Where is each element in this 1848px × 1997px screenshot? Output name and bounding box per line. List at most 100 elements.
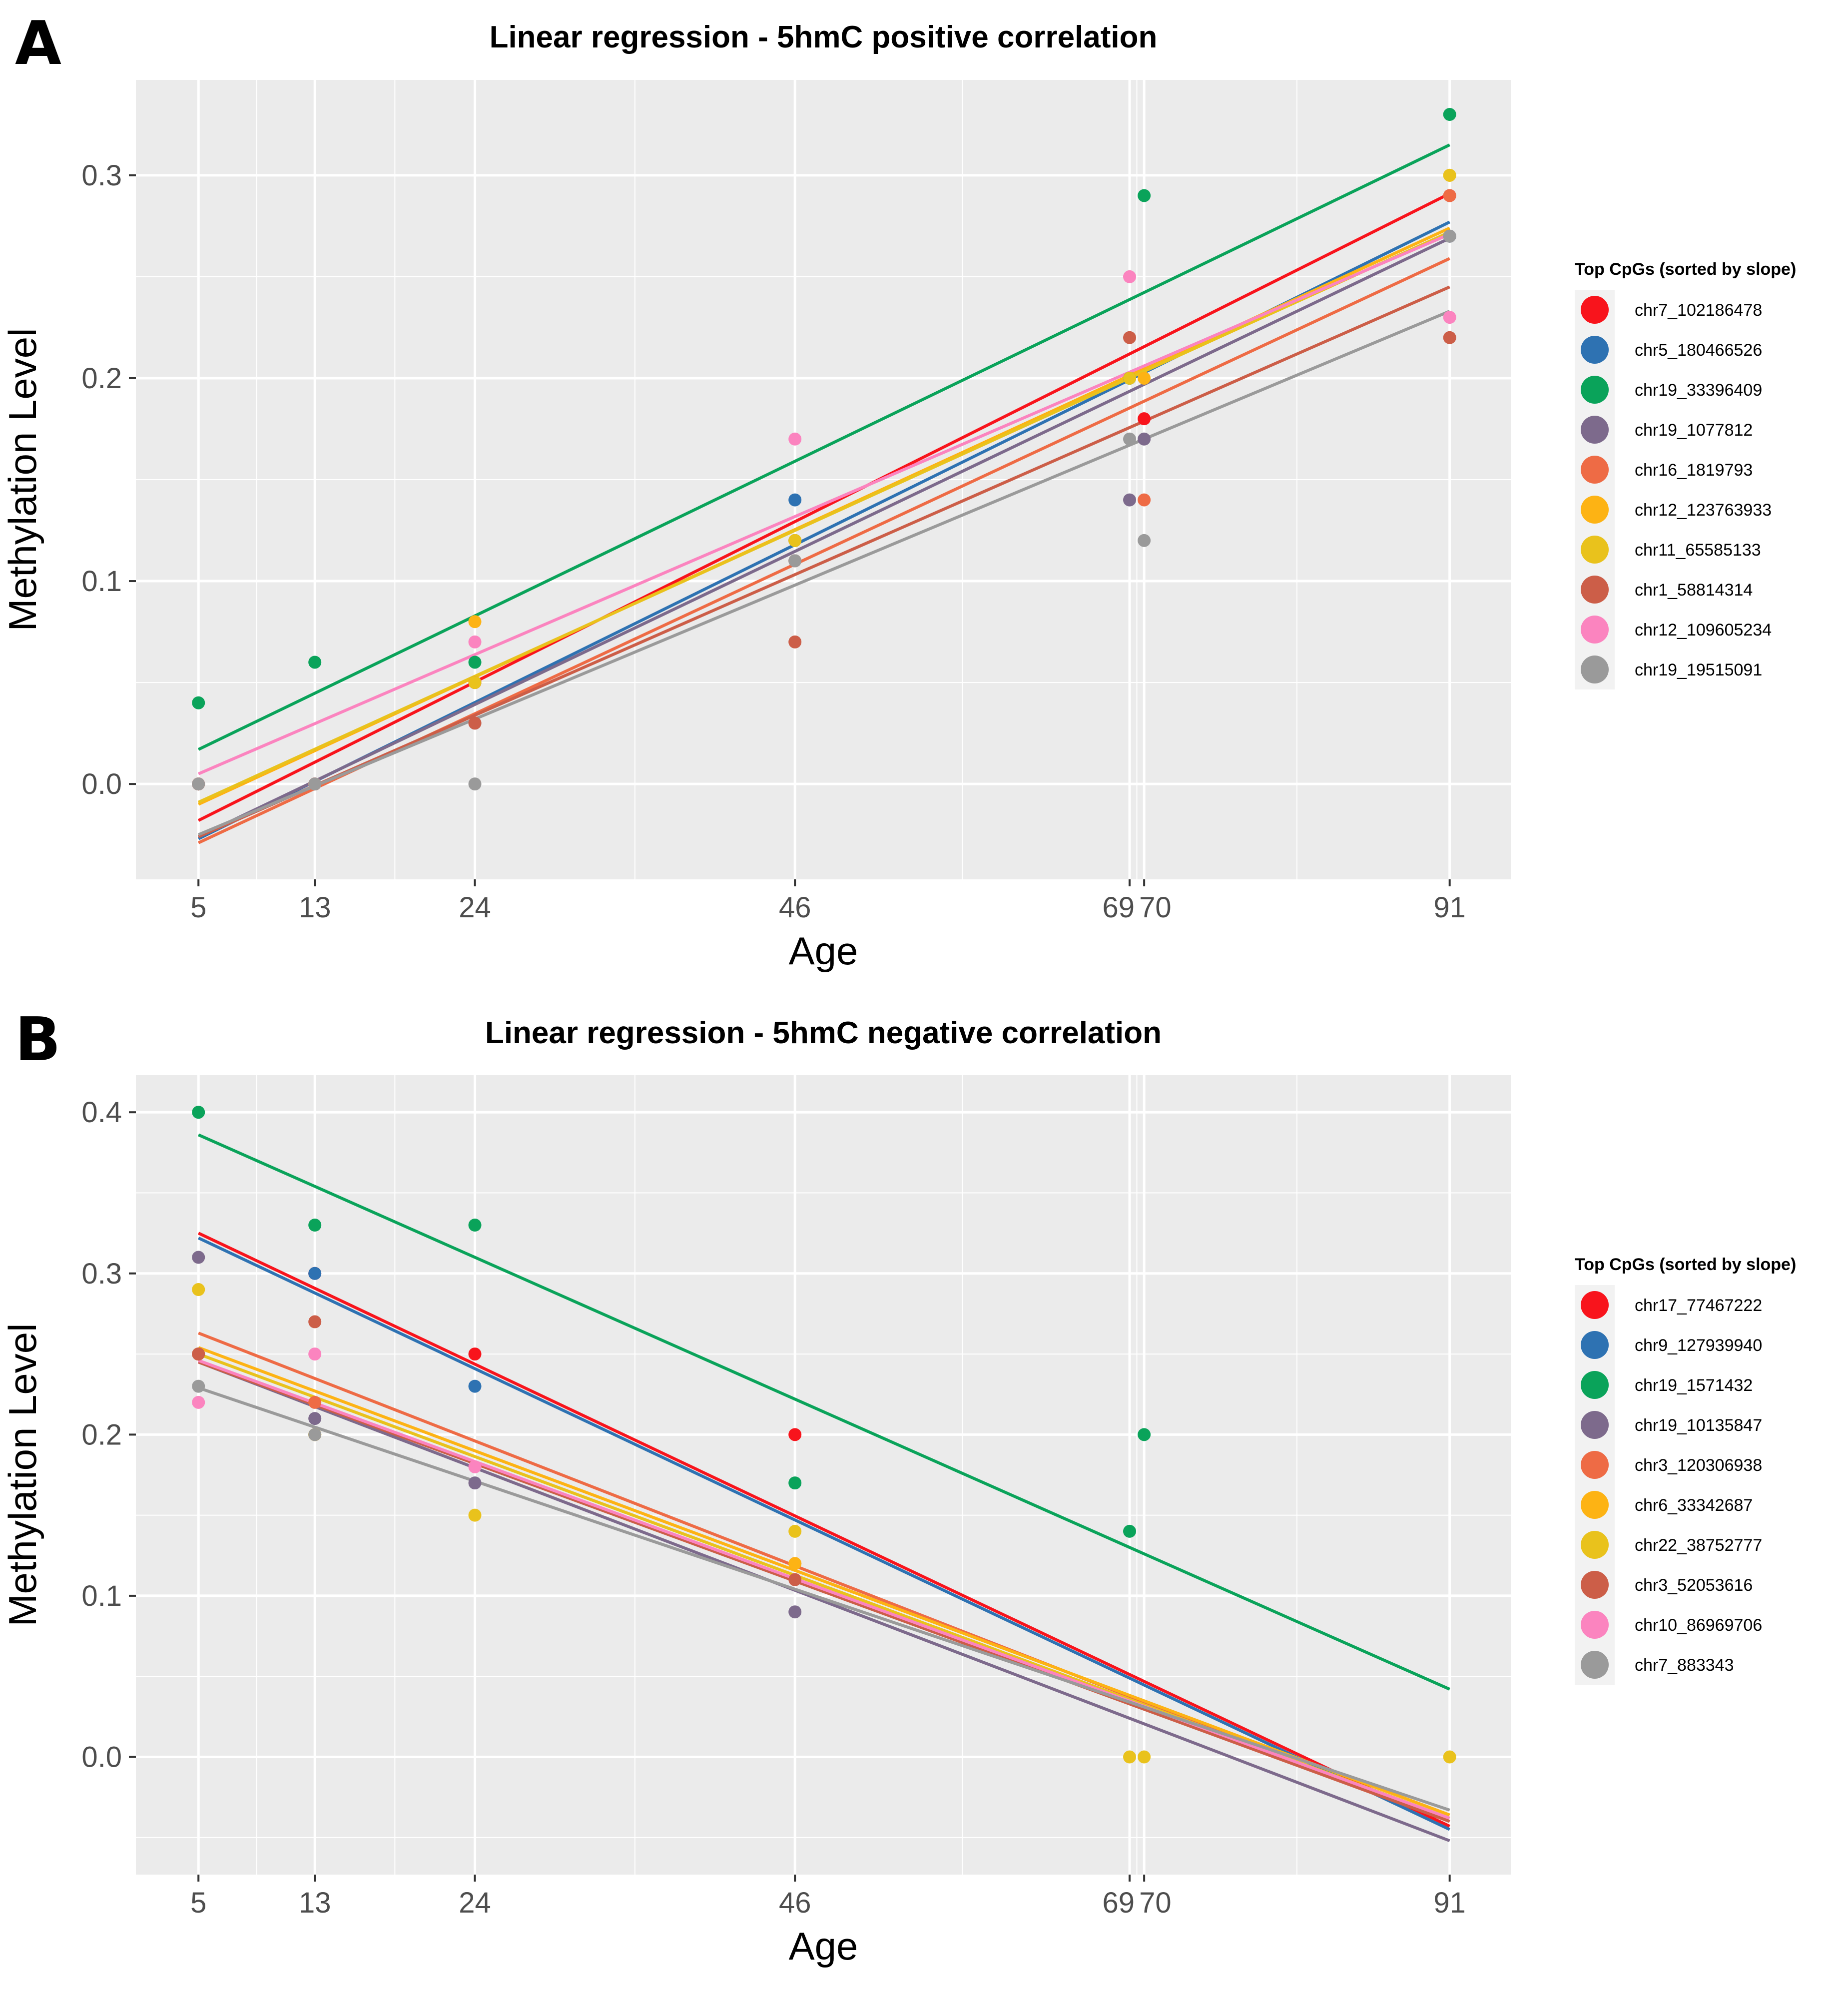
legend-key-marker [1581,336,1609,364]
data-point [1123,331,1137,344]
data-point [1123,270,1137,283]
legend-label: chr19_1077812 [1635,421,1753,440]
plot-area [192,1106,1456,1843]
data-point [192,1347,205,1361]
data-point [192,1395,205,1409]
data-point [192,1106,205,1119]
data-point [1123,371,1137,385]
x-tick-label: 91 [1433,1887,1466,1919]
chart-title: Linear regression - 5hmC positive correl… [490,20,1158,54]
data-point [468,635,482,649]
legend-label: chr7_883343 [1635,1656,1734,1675]
x-tick-label: 70 [1139,891,1172,924]
data-point [788,635,802,649]
legend-key-marker [1581,1571,1609,1599]
y-axis-label: Methylation Level [0,1323,44,1626]
data-point [308,777,322,791]
data-point [308,1395,322,1409]
legend-label: chr22_38752777 [1635,1536,1762,1555]
data-point [788,1573,802,1586]
regression-line [197,1237,1450,1831]
chart-title: Linear regression - 5hmC negative correl… [485,1016,1162,1050]
legend-label: chr12_123763933 [1635,501,1772,520]
data-point [468,1379,482,1393]
y-axis-label: Methylation Level [0,328,44,631]
regression-line [198,1386,1450,1812]
regression-line [198,1346,1450,1817]
legend-label: chr19_1571432 [1635,1376,1753,1395]
legend-key-marker [1581,456,1609,484]
panel-b: B Linear regression - 5hmC negative corre… [0,1005,1796,1968]
y-tick-label: 0.1 [81,1580,122,1612]
legend-key-marker [1581,576,1609,604]
data-point [1443,331,1456,344]
data-point [1443,229,1456,243]
data-point [192,777,205,791]
x-tick-label: 70 [1139,1887,1172,1919]
legend-key-marker [1581,1491,1609,1519]
legend-key-marker [1581,1411,1609,1439]
data-point [468,1476,482,1490]
data-point [468,1508,482,1522]
x-tick-label: 69 [1102,1887,1135,1919]
regression-line [198,1360,1450,1823]
x-tick-label: 24 [459,1887,491,1919]
legend-label: chr9_127939940 [1635,1336,1762,1355]
legend-key-marker [1581,376,1609,404]
regression-line [197,230,1450,804]
legend-label: chr16_1819793 [1635,461,1753,480]
y-tick-label: 0.2 [81,362,122,395]
legend-label: chr1_58814314 [1635,581,1753,600]
legend-key-marker [1581,1531,1609,1559]
legend-label: chr17_77467222 [1635,1296,1762,1315]
plot-background [136,1075,1511,1875]
y-tick-label: 0.2 [81,1418,122,1451]
panel-label: B [15,1005,60,1075]
regression-line [198,1133,1450,1691]
x-tick-label: 5 [190,891,206,924]
y-tick-label: 0.0 [81,1741,122,1774]
legend-key-marker [1581,616,1609,644]
legend-key-marker [1581,656,1609,683]
y-tick-label: 0.4 [81,1096,122,1129]
legend-label: chr12_109605234 [1635,621,1772,640]
legend-label: chr19_19515091 [1635,661,1762,679]
legend-key-marker [1581,416,1609,444]
legend-label: chr19_33396409 [1635,381,1762,400]
legend-title: Top CpGs (sorted by slope) [1575,260,1796,279]
data-point [1443,311,1456,324]
data-point [468,676,482,689]
data-point [1138,371,1151,385]
legend-label: chr5_180466526 [1635,341,1762,360]
data-point [788,1476,802,1490]
regression-line [198,1360,1450,1843]
regression-line [197,192,1451,822]
x-tick-label: 13 [299,1887,331,1919]
y-tick-label: 0.3 [81,1258,122,1290]
x-axis-label: Age [789,929,858,973]
x-tick-label: 13 [299,891,331,924]
data-point [192,1283,205,1297]
data-point [788,554,802,568]
plot-area [192,108,1456,844]
legend-key-marker [1581,1611,1609,1639]
regression-line [197,237,1450,838]
legend-key-marker [1581,1651,1609,1679]
legend-label: chr7_102186478 [1635,301,1762,320]
data-point [1138,432,1151,446]
data-point [1138,493,1151,507]
legend-key-marker [1581,1371,1609,1399]
data-point [308,1219,322,1232]
panel-a: A Linear regression - 5hmC positive corre… [0,9,1796,973]
data-point [788,1557,802,1570]
data-point [1123,1750,1137,1764]
data-point [308,1267,322,1280]
x-axis-label: Age [789,1924,858,1968]
legend-label: chr3_52053616 [1635,1576,1753,1595]
x-tick-label: 46 [779,1887,811,1919]
data-point [468,656,482,669]
legend-label: chr10_86969706 [1635,1616,1762,1635]
data-point [468,1347,482,1361]
x-tick-label: 46 [779,891,811,924]
